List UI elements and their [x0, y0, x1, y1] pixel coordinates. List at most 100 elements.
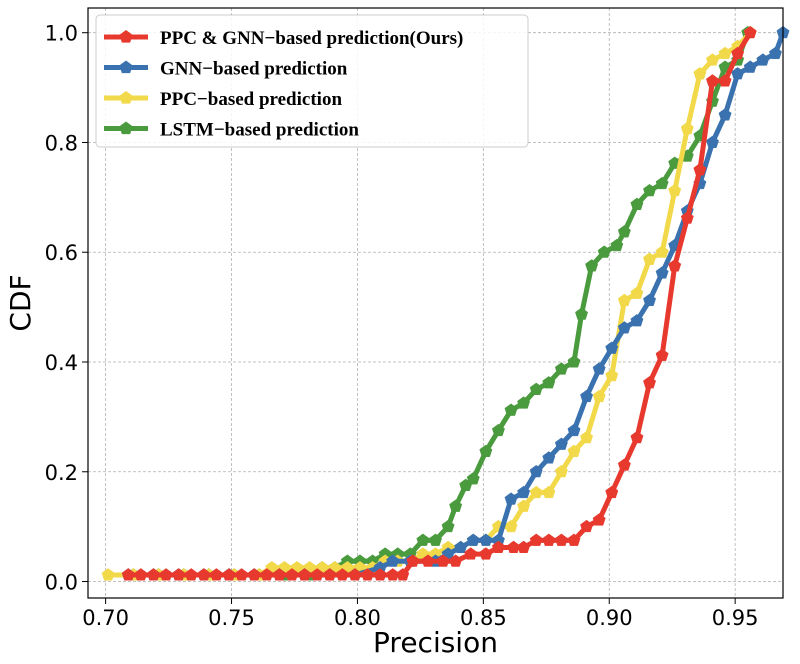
data-point — [517, 540, 531, 554]
data-point — [247, 568, 261, 581]
data-point — [718, 108, 732, 121]
data-point — [668, 259, 682, 272]
data-point — [718, 46, 732, 60]
y-tick-label: 0.4 — [45, 351, 78, 375]
data-point — [567, 423, 581, 437]
data-point — [146, 568, 160, 581]
x-tick-label: 0.85 — [460, 606, 507, 630]
data-point — [585, 259, 599, 272]
data-point — [630, 314, 644, 327]
data-point — [479, 533, 493, 546]
data-point — [617, 321, 631, 334]
data-point — [517, 396, 531, 409]
legend-marker — [119, 60, 133, 74]
data-point — [617, 225, 631, 238]
data-point — [529, 533, 543, 546]
data-point — [693, 163, 707, 176]
data-point — [209, 568, 223, 581]
data-point — [464, 547, 478, 560]
y-tick-label: 1.0 — [45, 22, 78, 46]
data-point — [134, 568, 148, 581]
y-tick-label: 0.2 — [45, 461, 78, 485]
data-point — [731, 46, 745, 60]
data-point — [668, 183, 682, 197]
data-point — [680, 121, 694, 135]
y-axis-title: CDF — [4, 274, 37, 331]
series-ppc — [121, 25, 757, 581]
x-tick-label: 0.80 — [334, 606, 381, 630]
legend-box — [95, 14, 529, 148]
legend-entry: PPC & GNN−based prediction(Ours) — [104, 28, 463, 49]
x-tick-label: 0.75 — [208, 606, 255, 630]
x-tick-label: 0.90 — [586, 606, 633, 630]
data-point — [184, 568, 198, 581]
legend-label: LSTM−based prediction — [160, 120, 359, 141]
legend-marker — [119, 121, 133, 135]
data-point — [406, 554, 420, 567]
data-point — [466, 472, 480, 485]
legend-label: PPC−based prediction — [160, 89, 342, 110]
data-point — [630, 286, 644, 299]
data-point — [643, 376, 657, 389]
data-point — [348, 568, 362, 581]
data-point — [617, 458, 631, 471]
data-point — [361, 568, 374, 581]
data-point — [529, 382, 543, 395]
data-point — [222, 568, 236, 581]
data-point — [605, 485, 619, 499]
data-point — [655, 245, 669, 258]
x-tick-label: 0.70 — [82, 606, 129, 630]
legend: PPC & GNN−based prediction(Ours) GNN−base… — [95, 14, 529, 148]
data-point — [655, 176, 669, 190]
data-point — [441, 519, 455, 533]
legend-entry: LSTM−based prediction — [104, 120, 359, 141]
data-point — [101, 568, 115, 581]
data-point — [323, 568, 337, 581]
data-point — [706, 135, 719, 148]
data-point — [554, 464, 568, 478]
data-point — [429, 533, 442, 546]
data-point — [529, 485, 543, 499]
data-point — [655, 266, 669, 279]
data-point — [449, 499, 463, 512]
data-point — [592, 362, 606, 375]
legend-entry: GNN−based prediction — [104, 59, 348, 80]
data-point — [605, 368, 619, 382]
data-point — [386, 554, 400, 567]
data-point — [554, 533, 568, 546]
data-point — [567, 444, 581, 457]
data-point — [272, 568, 286, 581]
data-point — [421, 554, 435, 567]
data-point — [491, 423, 505, 437]
data-point — [580, 389, 594, 403]
data-point — [693, 67, 707, 80]
data-point — [335, 568, 349, 581]
data-point — [756, 53, 770, 66]
data-point — [718, 74, 732, 87]
data-point — [121, 568, 135, 581]
data-point — [630, 430, 644, 444]
data-point — [436, 554, 450, 567]
data-point — [655, 348, 669, 361]
data-point — [592, 513, 606, 526]
data-point — [542, 485, 556, 499]
data-point — [504, 403, 518, 416]
y-tick-label: 0.8 — [45, 131, 78, 155]
data-point — [630, 197, 644, 210]
data-point — [580, 430, 594, 444]
data-point — [449, 554, 463, 567]
data-point — [235, 568, 249, 581]
data-point — [592, 389, 606, 403]
data-point — [197, 568, 211, 581]
data-point — [416, 533, 430, 546]
data-point — [575, 307, 589, 320]
data-point — [542, 376, 556, 389]
y-tick-label: 0.0 — [45, 571, 78, 595]
data-point — [680, 211, 694, 224]
series-layer — [101, 25, 790, 581]
data-point — [159, 568, 173, 581]
data-point — [567, 533, 581, 546]
data-point — [504, 492, 518, 505]
data-point — [172, 568, 186, 581]
